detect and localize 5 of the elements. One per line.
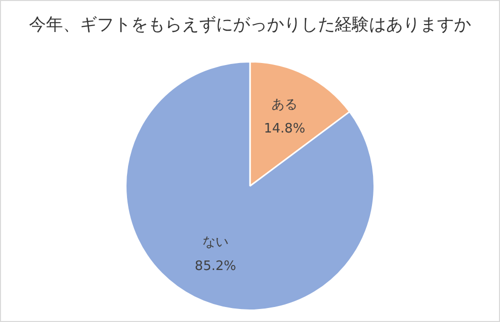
chart-title: 今年、ギフトをもらえずにがっかりした経験はありますか (28, 14, 472, 36)
data-label: 85.2% (194, 259, 236, 274)
slice-label: ない (202, 235, 228, 250)
slice-label: ある (272, 98, 298, 113)
data-label: 14.8% (264, 122, 306, 137)
